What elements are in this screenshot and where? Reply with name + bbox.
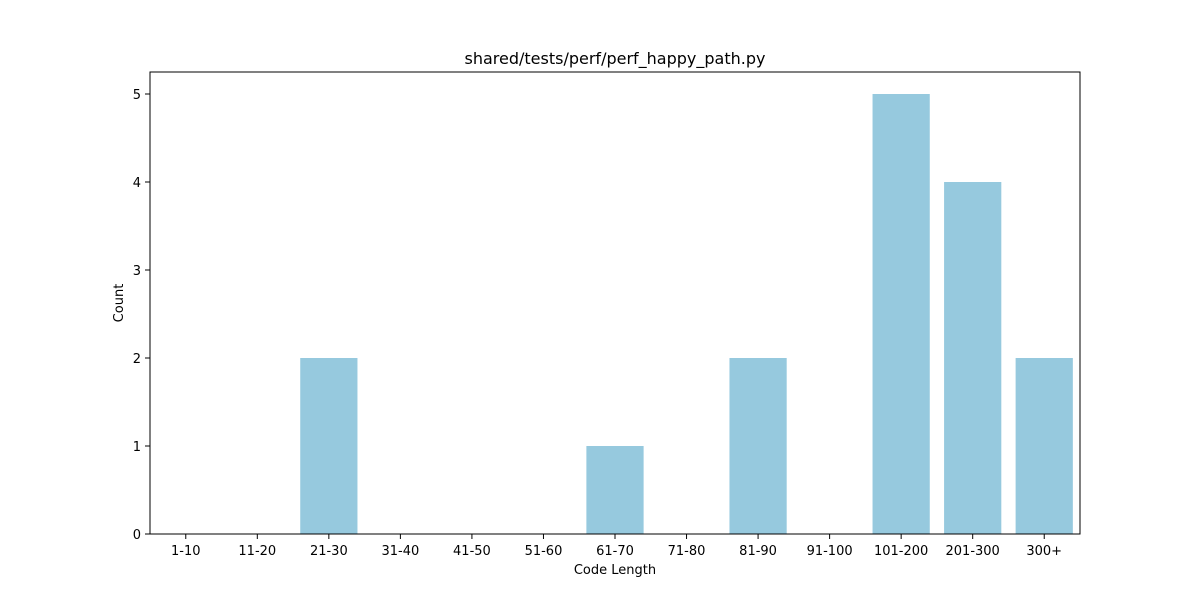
bars-group	[300, 94, 1073, 534]
plot-frame	[149, 71, 1081, 535]
y-tick-label: 2	[133, 352, 141, 367]
chart-title: shared/tests/perf/perf_happy_path.py	[465, 49, 766, 69]
x-tick-label: 201-300	[946, 544, 1000, 559]
bar-201-300	[944, 182, 1002, 534]
y-tick-label: 3	[133, 264, 141, 279]
y-axis-ticks: 0 1 2 3 4 5	[133, 88, 150, 543]
x-tick-label: 71-80	[668, 544, 706, 559]
x-axis-title: Code Length	[574, 563, 656, 578]
y-tick-label: 0	[133, 528, 141, 543]
x-tick-label: 101-200	[874, 544, 928, 559]
x-tick-label: 1-10	[171, 544, 201, 559]
y-tick-label: 5	[133, 88, 141, 103]
x-axis-ticks: 1-10 11-20 21-30 31-40 41-50 51-60 61-70 71-80 8…	[171, 534, 1062, 559]
x-tick-label: 91-100	[807, 544, 853, 559]
x-tick-label: 61-70	[596, 544, 634, 559]
bar-101-200	[872, 94, 930, 534]
x-tick-label: 31-40	[381, 544, 419, 559]
x-tick-label: 41-50	[453, 544, 491, 559]
bar-81-90	[729, 358, 787, 534]
bar-61-70	[586, 446, 644, 534]
x-tick-label: 21-30	[310, 544, 348, 559]
bar-300+	[1015, 358, 1073, 534]
y-tick-label: 4	[133, 176, 141, 191]
y-tick-label: 1	[133, 440, 141, 455]
x-tick-label: 81-90	[739, 544, 777, 559]
y-axis-title: Count	[112, 284, 127, 323]
x-tick-label: 11-20	[238, 544, 276, 559]
bar-21-30	[300, 358, 358, 534]
x-tick-label: 300+	[1026, 544, 1062, 559]
x-tick-label: 51-60	[525, 544, 563, 559]
